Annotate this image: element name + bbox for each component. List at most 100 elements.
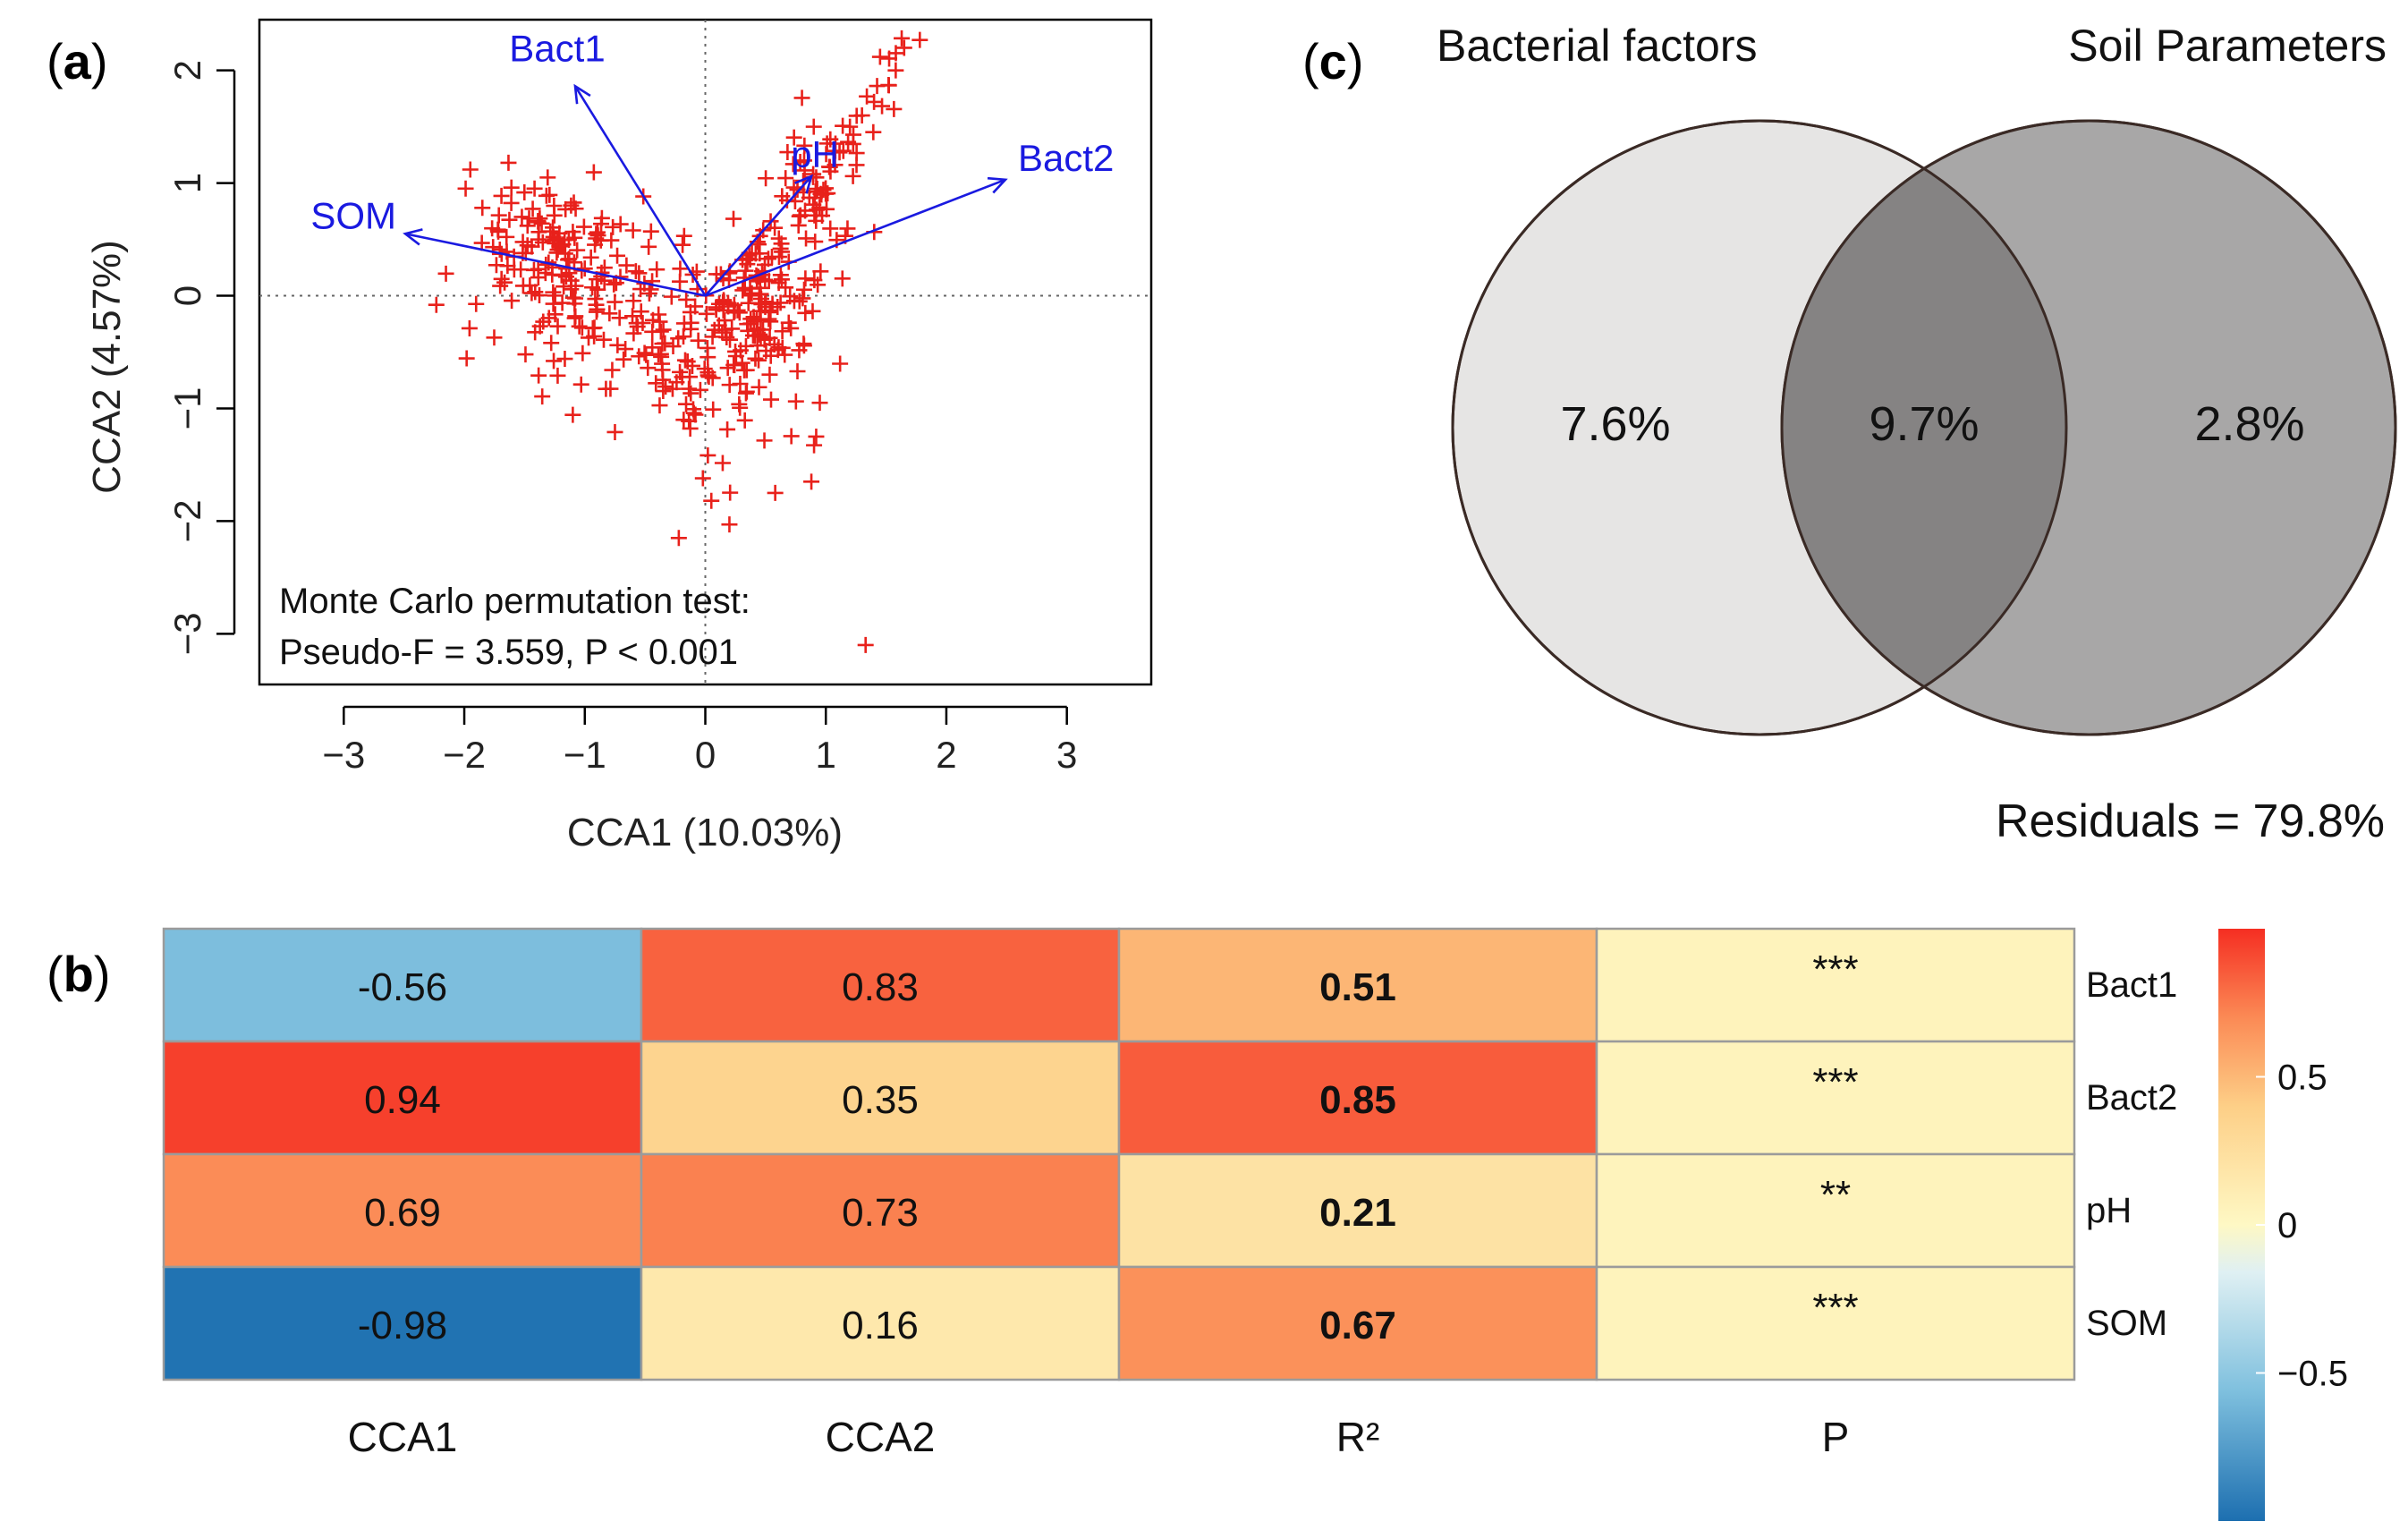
x-tick-label: 2 bbox=[936, 734, 956, 776]
scatter-point bbox=[757, 299, 774, 316]
heatmap-cells bbox=[162, 927, 2076, 1381]
scatter-point bbox=[724, 320, 741, 337]
scatter-point bbox=[804, 302, 821, 319]
scatter-point bbox=[779, 144, 796, 161]
scatter-point bbox=[530, 213, 547, 230]
heatmap-cell-label: 0.85 bbox=[1319, 1078, 1396, 1122]
heatmap-cell-label: 0.69 bbox=[364, 1191, 441, 1235]
scatter-point bbox=[811, 395, 828, 412]
scatter-point bbox=[682, 420, 699, 437]
heatmap-cell-bact1-0 bbox=[162, 927, 643, 1043]
scatter-point bbox=[827, 135, 844, 152]
scatter-x-axis: −3 −2 −1 0 1 2 3 bbox=[322, 705, 1077, 776]
scatter-point bbox=[751, 227, 768, 244]
venn-unique-right-value: 2.8% bbox=[2194, 397, 2304, 451]
scatter-point bbox=[606, 293, 623, 310]
scatter-point bbox=[567, 200, 584, 217]
scatter-point bbox=[742, 287, 759, 304]
scatter-point bbox=[640, 238, 657, 255]
scatter-point bbox=[615, 351, 632, 368]
heatmap-cell-label: ** bbox=[1820, 1173, 1851, 1217]
scatter-point bbox=[773, 271, 790, 288]
scatter-point bbox=[665, 338, 682, 355]
scatter-point bbox=[514, 277, 531, 294]
scatter-point bbox=[822, 163, 839, 180]
y-tick-label: 0 bbox=[166, 285, 208, 306]
scatter-point bbox=[534, 388, 551, 405]
scatter-point bbox=[598, 380, 615, 397]
scatter-point bbox=[767, 219, 784, 236]
scatter-point bbox=[751, 245, 768, 262]
scatter-point bbox=[732, 399, 749, 416]
venn-outline-right bbox=[1780, 119, 2397, 736]
scatter-point bbox=[560, 231, 577, 248]
scatter-point bbox=[595, 331, 612, 348]
arrow-bact1 bbox=[573, 85, 707, 297]
scatter-point bbox=[719, 360, 736, 377]
scatter-point bbox=[530, 367, 547, 384]
y-tick-label: −3 bbox=[166, 612, 208, 655]
heatmap-row-label: SOM bbox=[2086, 1304, 2167, 1343]
scatter-point bbox=[582, 249, 599, 266]
scatter-point bbox=[524, 200, 541, 217]
scatter-point bbox=[668, 374, 685, 391]
scatter-point bbox=[493, 270, 510, 287]
scatter-point bbox=[589, 227, 606, 244]
arrow-bact2 bbox=[705, 178, 1006, 297]
scatter-point bbox=[721, 516, 738, 533]
scatter-point bbox=[760, 273, 777, 290]
scatter-point bbox=[652, 323, 669, 340]
scatter-point bbox=[632, 281, 649, 298]
arrowhead-bact1 bbox=[573, 83, 591, 105]
scatter-point bbox=[911, 31, 928, 48]
scatter-point bbox=[719, 421, 736, 438]
scatter-point bbox=[503, 194, 520, 211]
scatter-point bbox=[792, 154, 809, 171]
colorbar-tick-label: 0 bbox=[2277, 1206, 2297, 1245]
scatter-point bbox=[795, 152, 812, 169]
scatter-point bbox=[605, 218, 622, 235]
scatter-x-label: CCA1 (10.03%) bbox=[567, 811, 843, 854]
scatter-point bbox=[791, 342, 808, 359]
scatter-point bbox=[784, 156, 801, 173]
x-tick-label: 3 bbox=[1056, 734, 1077, 776]
scatter-point bbox=[722, 331, 739, 348]
scatter-point bbox=[428, 296, 445, 313]
heatmap-cell-label: 0.83 bbox=[842, 965, 919, 1009]
scatter-point bbox=[770, 249, 787, 266]
scatter-point bbox=[842, 118, 859, 135]
scatter-point bbox=[564, 406, 581, 423]
scatter-point bbox=[523, 238, 540, 255]
scatter-point bbox=[736, 361, 753, 378]
scatter-point bbox=[545, 295, 562, 312]
arrow-label-ph: pH bbox=[791, 133, 839, 175]
heatmap-row-label: Bact1 bbox=[2086, 965, 2177, 1005]
scatter-point bbox=[546, 197, 563, 214]
scatter-point bbox=[651, 313, 668, 330]
scatter-point bbox=[831, 144, 848, 161]
scatter-point bbox=[564, 289, 581, 306]
permutation-test-line2: Pseudo-F = 3.559, P < 0.001 bbox=[279, 633, 738, 672]
heatmap-cell-label: 0.35 bbox=[842, 1078, 919, 1122]
scatter-point bbox=[617, 341, 634, 358]
scatter-point bbox=[547, 306, 564, 323]
scatter-point bbox=[865, 123, 882, 140]
colorbar-ticks: 0.5 0 −0.5 bbox=[2256, 1058, 2348, 1394]
scatter-point bbox=[655, 321, 672, 338]
scatter-point bbox=[640, 360, 657, 377]
scatter-point bbox=[513, 208, 530, 225]
scatter-point bbox=[746, 327, 763, 344]
scatter-point bbox=[564, 224, 581, 241]
scatter-point bbox=[516, 184, 533, 201]
scatter-point bbox=[749, 337, 766, 354]
scatter-point bbox=[844, 167, 861, 184]
scatter-point bbox=[700, 367, 716, 384]
scatter-point bbox=[731, 304, 748, 321]
scatter-point bbox=[458, 350, 475, 367]
scatter-arrows: Bact1 pH Bact2 SOM bbox=[310, 27, 1114, 297]
scatter-point bbox=[777, 279, 794, 296]
scatter-point bbox=[538, 187, 555, 204]
scatter-point bbox=[866, 93, 883, 110]
scatter-point bbox=[500, 154, 517, 171]
